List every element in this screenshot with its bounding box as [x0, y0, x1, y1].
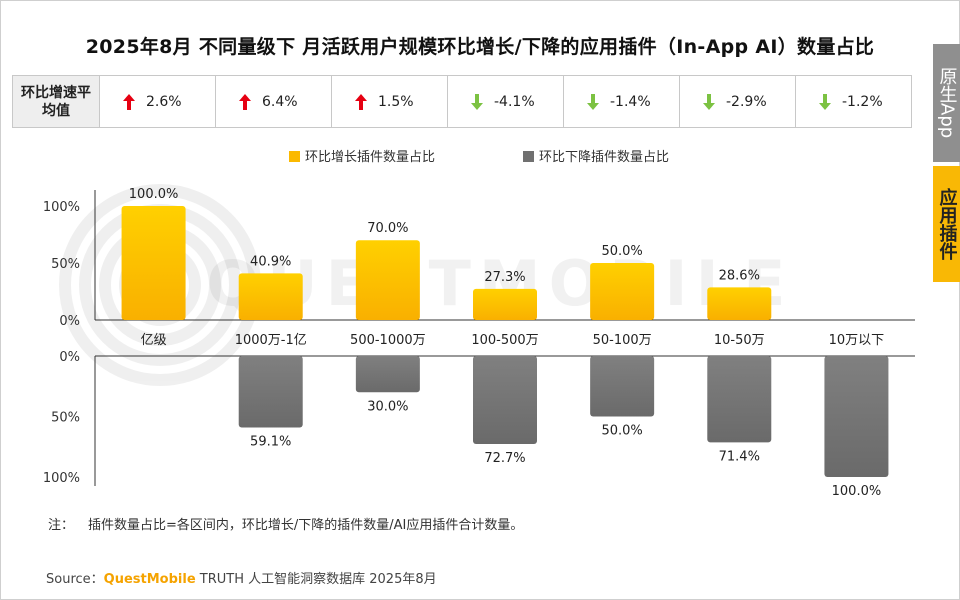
x-tick-label: 10-50万	[714, 333, 765, 348]
footnote-label: 注：	[48, 518, 75, 533]
legend-label-growth: 环比增长插件数量占比	[305, 150, 435, 165]
footnote-text: 插件数量占比=各区间内，环比增长/下降的插件数量/AI应用插件合计数量。	[88, 518, 524, 533]
bar-decline	[238, 356, 303, 428]
y-tick-label-top: 50%	[51, 257, 80, 272]
data-label-growth: 40.9%	[250, 254, 291, 269]
data-label-decline: 30.0%	[367, 399, 408, 414]
arrow-down-icon	[819, 93, 831, 110]
legend-label-decline: 环比下降插件数量占比	[539, 150, 669, 165]
growth-average-header: 环比增速平均值	[12, 75, 100, 128]
x-tick-label: 100-500万	[471, 333, 538, 348]
y-tick-label-top: 0%	[59, 314, 80, 329]
arrow-down-icon	[703, 93, 715, 110]
growth-average-value: 1.5%	[378, 93, 414, 110]
legend-swatch-decline	[523, 151, 534, 162]
data-label-growth: 27.3%	[484, 270, 525, 285]
x-tick-label: 50-100万	[593, 333, 652, 348]
growth-average-value: 6.4%	[262, 93, 298, 110]
bar-decline	[707, 356, 772, 443]
tab-native-app[interactable]: 原生App	[933, 44, 960, 162]
bar-growth	[707, 287, 772, 320]
data-label-decline: 100.0%	[832, 484, 882, 499]
growth-average-value: -1.4%	[610, 93, 651, 110]
tab-app-plugin[interactable]: 应用插件	[933, 166, 960, 282]
y-tick-label-bottom: 100%	[43, 471, 80, 486]
y-tick-label-bottom: 50%	[51, 411, 80, 426]
data-label-decline: 71.4%	[719, 449, 760, 464]
data-label-decline: 72.7%	[484, 451, 525, 466]
growth-average-value: -1.2%	[842, 93, 883, 110]
x-tick-label: 10万以下	[829, 333, 885, 348]
bar-growth	[473, 288, 537, 320]
bar-growth	[238, 273, 303, 320]
growth-average-cell: -2.9%	[679, 75, 796, 128]
x-tick-label: 亿级	[141, 333, 167, 348]
arrow-up-icon	[355, 93, 367, 110]
data-label-decline: 50.0%	[601, 424, 642, 439]
bar-decline	[590, 356, 655, 417]
footnote: 注： 插件数量占比=各区间内，环比增长/下降的插件数量/AI应用插件合计数量。	[48, 514, 537, 533]
growth-average-cell: 2.6%	[99, 75, 216, 128]
growth-average-cell: -1.4%	[563, 75, 680, 128]
growth-average-value: 2.6%	[146, 93, 182, 110]
arrow-up-icon	[123, 93, 135, 110]
y-tick-label-top: 100%	[43, 200, 80, 215]
y-tick-label-bottom: 0%	[59, 350, 80, 365]
bar-decline	[824, 356, 889, 477]
arrow-down-icon	[587, 93, 599, 110]
data-label-growth: 70.0%	[367, 221, 408, 236]
source-text: TRUTH 人工智能洞察数据库 2025年8月	[199, 572, 437, 587]
bar-growth	[590, 263, 655, 320]
growth-average-value: -2.9%	[726, 93, 767, 110]
tab-app-plugin-label: 应用插件	[936, 188, 958, 260]
data-label-growth: 100.0%	[129, 187, 179, 202]
source-line: Source：QuestMobile TRUTH 人工智能洞察数据库 2025年…	[46, 568, 437, 587]
x-tick-label: 500-1000万	[350, 333, 426, 348]
bar-decline	[355, 356, 420, 393]
growth-average-value: -4.1%	[494, 93, 535, 110]
bar-growth	[355, 240, 420, 320]
growth-average-cell: -4.1%	[447, 75, 564, 128]
growth-average-cell: 1.5%	[331, 75, 448, 128]
arrow-down-icon	[471, 93, 483, 110]
arrow-up-icon	[239, 93, 251, 110]
bar-growth	[121, 206, 186, 320]
tab-native-app-label: 原生App	[936, 67, 958, 139]
data-label-growth: 50.0%	[601, 244, 642, 259]
data-label-decline: 59.1%	[250, 435, 291, 450]
growth-average-table: 环比增速平均值 2.6% 6.4% 1.5% -4.1% -1.4% -2.9%…	[12, 75, 912, 128]
bar-decline	[473, 356, 537, 444]
data-label-growth: 28.6%	[719, 268, 760, 283]
source-brand: QuestMobile	[103, 572, 196, 587]
x-tick-label: 1000万-1亿	[235, 333, 307, 348]
chart-title: 2025年8月 不同量级下 月活跃用户规模环比增长/下降的应用插件（In-App…	[85, 36, 875, 58]
source-label: Source：	[46, 572, 104, 587]
legend-swatch-growth	[289, 151, 300, 162]
growth-average-cell: -1.2%	[795, 75, 912, 128]
